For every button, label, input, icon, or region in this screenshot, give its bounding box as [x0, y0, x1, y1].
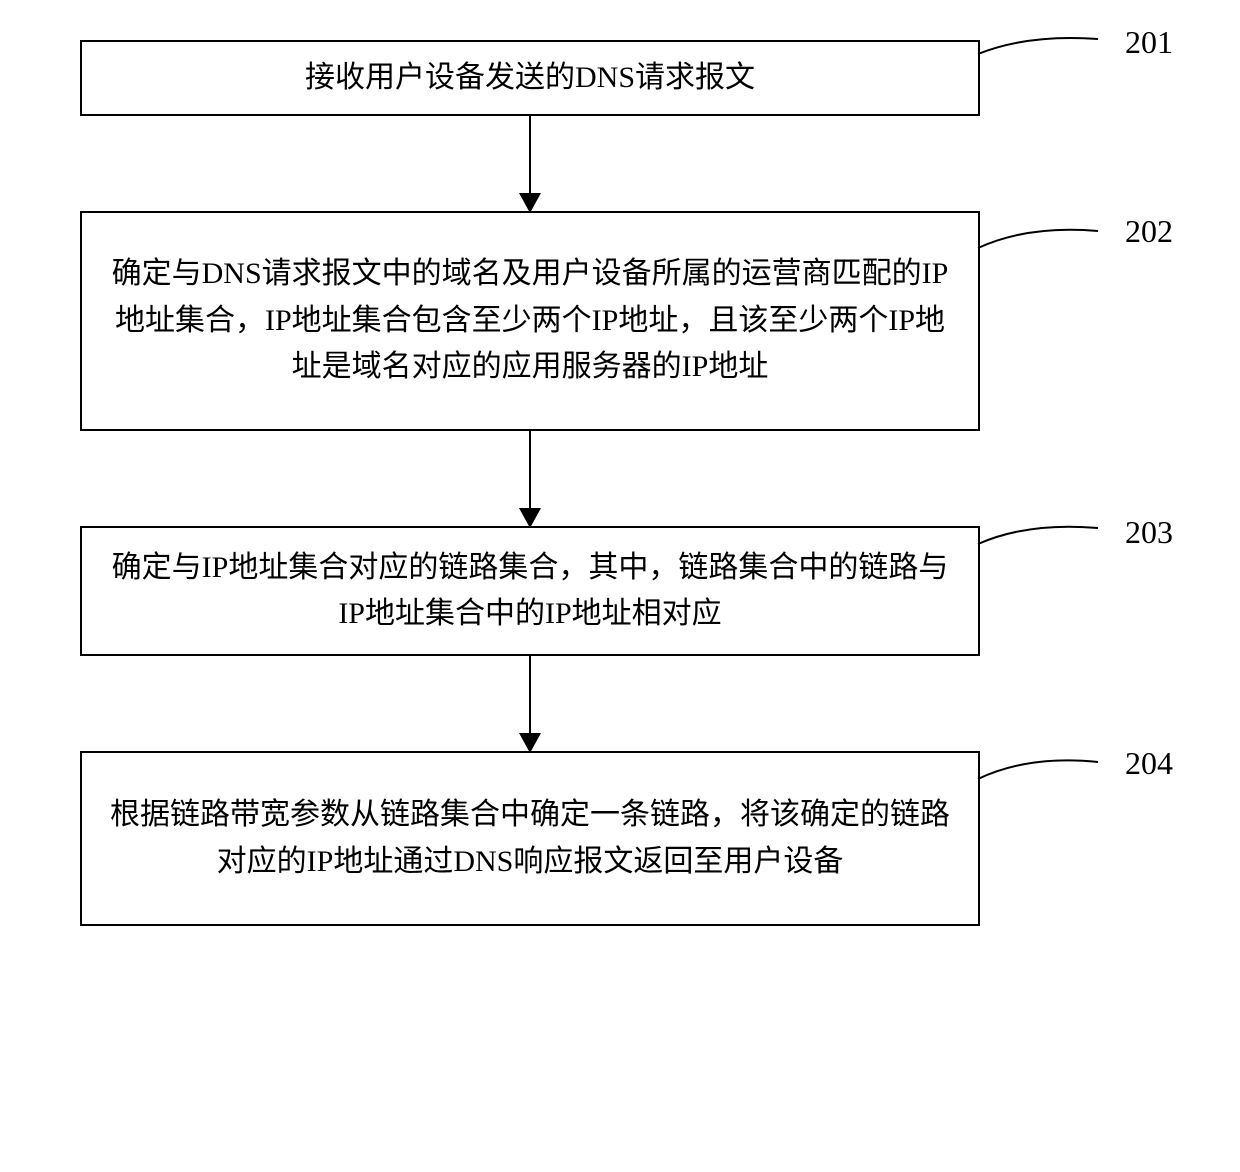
flow-node-3: 确定与IP地址集合对应的链路集合，其中，链路集合中的链路与IP地址集合中的IP地…: [80, 526, 980, 656]
label-connector-3: [978, 522, 1108, 582]
flow-node-4: 根据链路带宽参数从链路集合中确定一条链路，将该确定的链路对应的IP地址通过DNS…: [80, 751, 980, 926]
flow-label-2: 202: [1125, 213, 1173, 250]
flow-arrow-3: [529, 656, 531, 751]
flow-node-3-text: 确定与IP地址集合对应的链路集合，其中，链路集合中的链路与IP地址集合中的IP地…: [106, 545, 954, 638]
flow-arrow-2: [529, 431, 531, 526]
flow-label-3: 203: [1125, 514, 1173, 551]
flow-arrow-2-wrap: [80, 431, 980, 526]
flow-label-4: 204: [1125, 745, 1173, 782]
flow-arrow-1: [529, 116, 531, 211]
label-connector-1: [978, 34, 1108, 94]
flow-node-2: 确定与DNS请求报文中的域名及用户设备所属的运营商匹配的IP地址集合，IP地址集…: [80, 211, 980, 431]
flow-arrow-1-wrap: [80, 116, 980, 211]
flow-node-1: 接收用户设备发送的DNS请求报文 201: [80, 40, 980, 116]
flow-node-1-text: 接收用户设备发送的DNS请求报文: [305, 55, 755, 102]
label-connector-2: [978, 223, 1108, 283]
flow-arrow-3-wrap: [80, 656, 980, 751]
flow-node-4-text: 根据链路带宽参数从链路集合中确定一条链路，将该确定的链路对应的IP地址通过DNS…: [106, 792, 954, 885]
flowchart-container: 接收用户设备发送的DNS请求报文 201 确定与DNS请求报文中的域名及用户设备…: [80, 40, 1160, 926]
flow-label-1: 201: [1125, 24, 1173, 61]
flow-node-2-text: 确定与DNS请求报文中的域名及用户设备所属的运营商匹配的IP地址集合，IP地址集…: [106, 251, 954, 391]
label-connector-4: [978, 755, 1108, 815]
